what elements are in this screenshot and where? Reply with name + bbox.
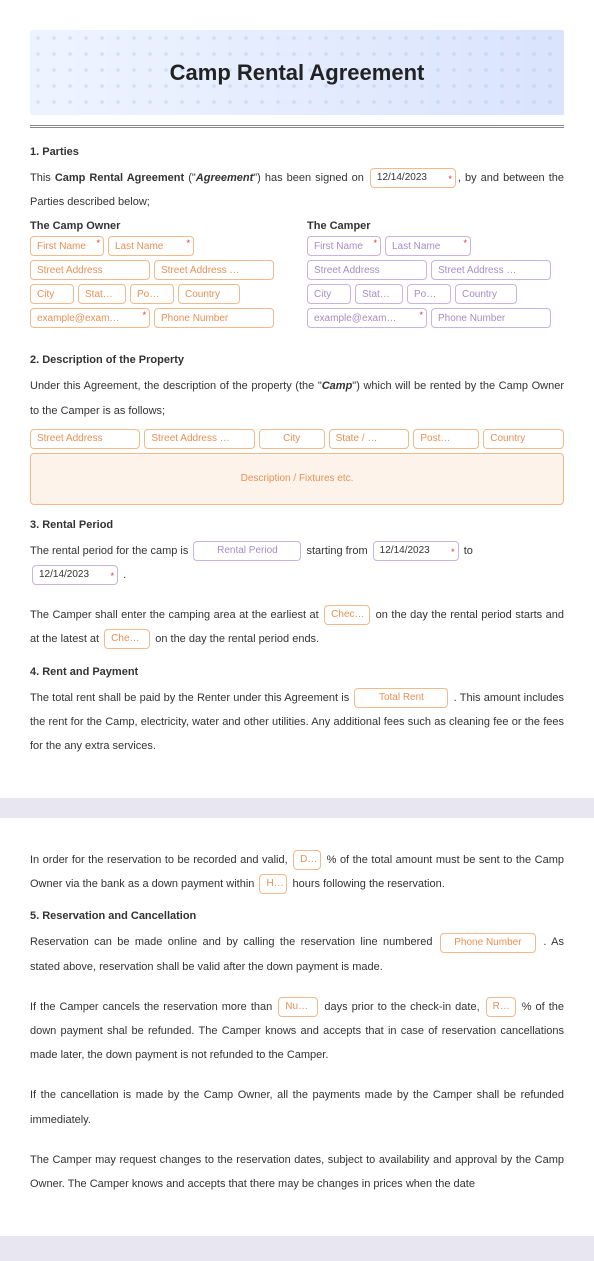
page-2: In order for the reservation to be recor… — [0, 818, 594, 1236]
owner-city-input[interactable]: City — [30, 284, 74, 304]
owner-country-input[interactable]: Country — [178, 284, 240, 304]
prop-street-input[interactable]: Street Address — [30, 429, 140, 449]
section-5-p2: If the Camper cancels the reservation mo… — [30, 995, 564, 1068]
camper-city-input[interactable]: City — [307, 284, 351, 304]
signing-date-input[interactable]: 12/14/2023 — [370, 168, 456, 188]
camper-country-input[interactable]: Country — [455, 284, 517, 304]
end-date-input[interactable]: 12/14/2023 — [32, 565, 118, 585]
section-2-heading: 2. Description of the Property — [30, 354, 564, 366]
owner-state-input[interactable]: Stat… — [78, 284, 126, 304]
page-title: Camp Rental Agreement — [170, 60, 425, 86]
rental-period-input[interactable]: Rental Period — [193, 541, 301, 561]
section-4-p1: The total rent shall be paid by the Rent… — [30, 686, 564, 759]
property-description-input[interactable]: Description / Fixtures etc. — [30, 453, 564, 505]
section-1-heading: 1. Parties — [30, 146, 564, 158]
checkout-time-input[interactable]: Che… — [104, 629, 150, 649]
property-address-row: Street Address Street Address … City Sta… — [30, 429, 564, 449]
camper-email-input[interactable]: example@exam… — [307, 308, 427, 328]
owner-street2-input[interactable]: Street Address … — [154, 260, 274, 280]
camper-phone-input[interactable]: Phone Number — [431, 308, 551, 328]
prop-street2-input[interactable]: Street Address … — [144, 429, 254, 449]
owner-column: The Camp Owner First Name Last Name Stre… — [30, 220, 287, 332]
total-rent-input[interactable]: Total Rent — [354, 688, 448, 708]
owner-title: The Camp Owner — [30, 220, 287, 232]
owner-lastname-input[interactable]: Last Name — [108, 236, 194, 256]
parties-columns: The Camp Owner First Name Last Name Stre… — [30, 220, 564, 332]
camper-title: The Camper — [307, 220, 564, 232]
section-3-p1: The rental period for the camp is Rental… — [30, 539, 564, 587]
checkin-time-input[interactable]: Chec… — [324, 605, 370, 625]
camper-firstname-input[interactable]: First Name — [307, 236, 381, 256]
cancel-days-input[interactable]: Nu… — [278, 997, 318, 1017]
owner-street-input[interactable]: Street Address — [30, 260, 150, 280]
camper-column: The Camper First Name Last Name Street A… — [307, 220, 564, 332]
divider — [30, 125, 564, 128]
section-4-heading: 4. Rent and Payment — [30, 666, 564, 678]
camper-street-input[interactable]: Street Address — [307, 260, 427, 280]
section-4-p2: In order for the reservation to be recor… — [30, 848, 564, 896]
section-3-heading: 3. Rental Period — [30, 519, 564, 531]
owner-firstname-input[interactable]: First Name — [30, 236, 104, 256]
owner-email-input[interactable]: example@exam… — [30, 308, 150, 328]
section-3-p2: The Camper shall enter the camping area … — [30, 603, 564, 651]
owner-phone-input[interactable]: Phone Number — [154, 308, 274, 328]
camper-lastname-input[interactable]: Last Name — [385, 236, 471, 256]
section-1-intro: This Camp Rental Agreement ("Agreement")… — [30, 166, 564, 214]
prop-state-input[interactable]: State / … — [329, 429, 410, 449]
hours-input[interactable]: H… — [259, 874, 287, 894]
section-2-intro: Under this Agreement, the description of… — [30, 374, 564, 422]
prop-country-input[interactable]: Country — [483, 429, 564, 449]
page-1: Camp Rental Agreement 1. Parties This Ca… — [0, 0, 594, 798]
section-5-p4: The Camper may request changes to the re… — [30, 1148, 564, 1196]
start-date-input[interactable]: 12/14/2023 — [373, 541, 459, 561]
camper-postal-input[interactable]: Po… — [407, 284, 451, 304]
section-5-p1: Reservation can be made online and by ca… — [30, 930, 564, 978]
owner-postal-input[interactable]: Po… — [130, 284, 174, 304]
title-banner: Camp Rental Agreement — [30, 30, 564, 115]
reservation-phone-input[interactable]: Phone Number — [440, 933, 536, 953]
camper-state-input[interactable]: Stat… — [355, 284, 403, 304]
downpayment-pct-input[interactable]: D… — [293, 850, 321, 870]
prop-city-input[interactable]: City — [259, 429, 325, 449]
section-5-p3: If the cancellation is made by the Camp … — [30, 1083, 564, 1131]
prop-postal-input[interactable]: Post… — [413, 429, 479, 449]
refund-pct-input[interactable]: R… — [486, 997, 516, 1017]
section-5-heading: 5. Reservation and Cancellation — [30, 910, 564, 922]
camper-street2-input[interactable]: Street Address … — [431, 260, 551, 280]
